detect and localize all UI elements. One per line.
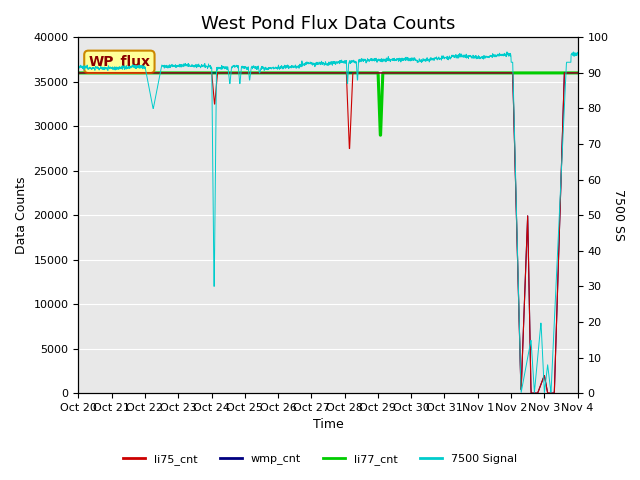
Y-axis label: 7500 SS: 7500 SS [612, 189, 625, 241]
Legend: li75_cnt, wmp_cnt, li77_cnt, 7500 Signal: li75_cnt, wmp_cnt, li77_cnt, 7500 Signal [118, 450, 522, 469]
X-axis label: Time: Time [312, 419, 344, 432]
Title: West Pond Flux Data Counts: West Pond Flux Data Counts [201, 15, 455, 33]
Y-axis label: Data Counts: Data Counts [15, 177, 28, 254]
Text: WP_flux: WP_flux [88, 55, 150, 69]
